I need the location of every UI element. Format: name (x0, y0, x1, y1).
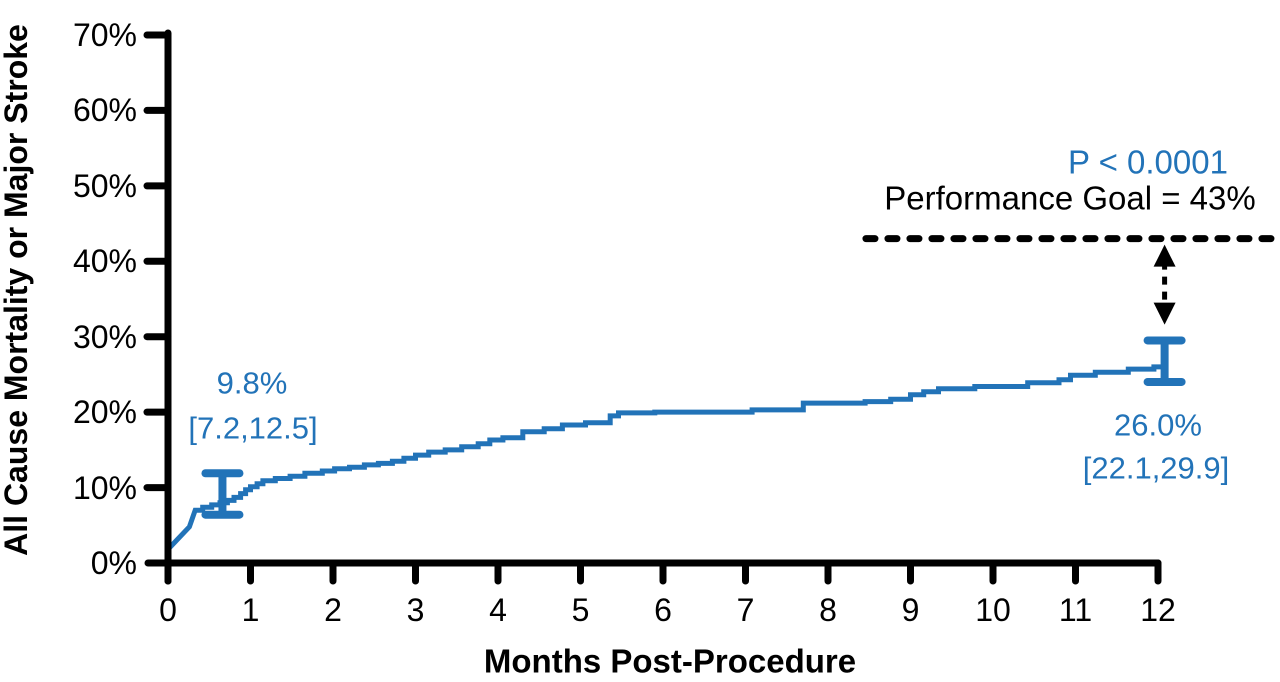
gap-arrow-head-down (1153, 302, 1176, 325)
y-tick-label: 20% (72, 394, 137, 431)
p-value-label: P < 0.0001 (1068, 143, 1228, 181)
x-tick-label: 11 (1058, 592, 1093, 628)
x-tick-label: 12 (1140, 592, 1176, 628)
performance-goal-label: Performance Goal = 43% (884, 179, 1256, 217)
y-tick-label: 0% (90, 545, 137, 581)
early-estimate-value-label: 9.8% (216, 365, 288, 401)
y-tick-label: 30% (72, 318, 137, 355)
y-axis-title: All Cause Mortality or Major Stroke (0, 24, 34, 556)
final-estimate-ci-label: [22.1,29.9] (1082, 450, 1230, 486)
km-curve (166, 364, 1164, 552)
y-tick-label: 10% (72, 469, 137, 506)
x-tick-label: 10 (975, 592, 1011, 628)
y-tick-label: 50% (72, 167, 137, 204)
y-tick-label: 60% (72, 92, 137, 129)
x-tick-label: 9 (901, 592, 920, 628)
y-tick-label: 70% (72, 16, 137, 53)
x-tick-label: 1 (241, 592, 260, 628)
x-tick-label: 5 (571, 592, 590, 628)
gap-arrow-head-up (1153, 244, 1176, 267)
x-tick-label: 2 (324, 592, 342, 628)
y-tick-label: 40% (72, 243, 137, 280)
x-tick-label: 6 (654, 592, 672, 628)
x-tick-label: 0 (159, 592, 177, 628)
x-tick-label: 3 (406, 592, 425, 628)
x-tick-label: 8 (819, 592, 837, 628)
x-tick-label: 7 (736, 592, 755, 628)
x-tick-label: 4 (489, 592, 507, 628)
x-axis-title: Months Post-Procedure (483, 642, 857, 680)
final-estimate-value-label: 26.0% (1114, 407, 1202, 443)
early-estimate-ci-label: [7.2,12.5] (188, 410, 318, 446)
